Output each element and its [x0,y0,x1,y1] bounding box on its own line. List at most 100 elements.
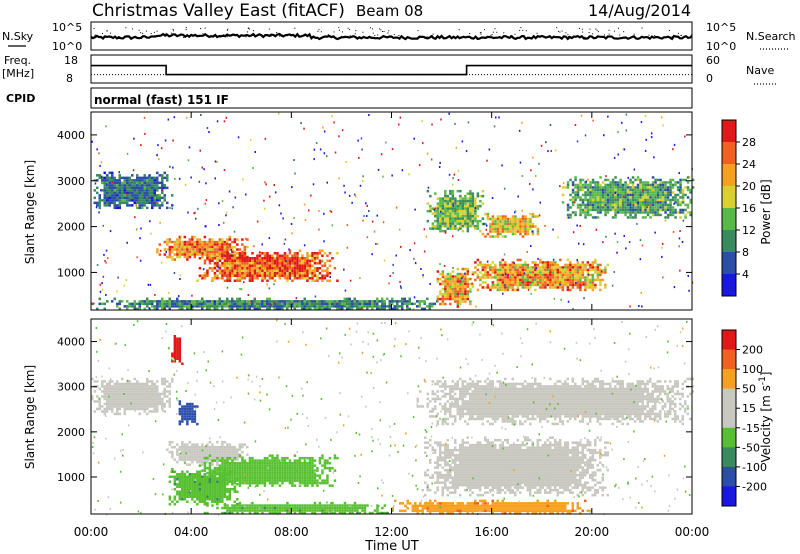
velocity-colorbar-label: Velocity [m s-1] [758,372,773,463]
nsearch-point [327,34,329,36]
nsearch-point [320,31,322,33]
nsearch-point [591,36,593,38]
nsearch-point [432,33,434,35]
x-tick-label: 20:00 [575,525,610,539]
nsearch-point [94,35,96,37]
colorbar-swatch [722,349,736,370]
nsearch-point [354,33,356,35]
nsearch-point [671,36,673,38]
nave-label: Nave [746,64,774,77]
nsearch-point [561,30,563,32]
nsearch-point [623,31,625,33]
nsearch-point [303,34,305,36]
y-tick-label: 3000 [57,175,85,188]
nsearch-point [389,36,391,38]
nsearch-point [443,36,445,38]
nsearch-point [592,33,594,35]
nsearch-point [608,29,610,31]
nsearch-point [145,30,147,32]
nsearch-point [686,35,688,37]
colorbar-swatch [722,408,736,429]
nsearch-point [93,28,95,30]
nsearch-point [680,35,682,37]
nsearch-point [103,35,105,37]
nsearch-point [388,30,390,32]
nsearch-point [510,35,512,37]
nsearch-point [520,27,522,29]
nsearch-point [690,34,692,36]
nsearch-point [249,28,251,30]
nsearch-point [123,36,125,38]
nsearch-point [378,28,380,30]
echo-region [93,171,174,210]
nsearch-point [654,35,656,37]
nsearch-point [204,27,206,29]
echo-region [561,176,695,219]
nsearch-point [614,30,616,32]
power-y-axis: 1000 2000 3000 4000 [57,129,692,279]
nsearch-point [426,36,428,38]
nsearch-point [514,33,516,35]
nsearch-point [377,34,379,36]
nsearch-label: N.Search [746,30,796,43]
nsearch-point [279,35,281,37]
nsearch-point [246,31,248,33]
nsearch-point [245,36,247,38]
nsearch-point [494,28,496,30]
colorbar-swatch [722,164,736,187]
nsearch-point [490,34,492,36]
velocity-panel [91,319,694,516]
nsearch-point [567,34,569,36]
nsearch-point [253,30,255,32]
nsearch-point [565,32,567,34]
date-label: 14/Aug/2014 [588,1,691,20]
nsearch-point [349,29,351,31]
nsearch-point [187,35,189,37]
nsearch-point [604,34,606,36]
nsearch-point [387,32,389,34]
nsearch-tick-bottom: 10^0 [706,40,736,53]
nsearch-point [669,36,671,38]
cpid-value: normal (fast) 151 IF [94,93,229,107]
nsearch-point [185,28,187,30]
nsearch-point [668,30,670,32]
nsearch-point [101,32,103,34]
echo-region [196,249,339,282]
colorbar-tick-label: 50 [742,383,756,396]
freq-tick-top: 18 [64,54,78,67]
nsearch-point [304,33,306,35]
nsearch-point [398,34,400,36]
echo-region [91,297,439,311]
nsearch-point [349,35,351,37]
nsearch-point [185,27,187,29]
nsearch-point [247,27,249,29]
echo-region [421,436,609,497]
nsearch-point [140,32,142,34]
nsearch-point [648,34,650,36]
nsky-tick-bottom: 10^0 [52,40,82,53]
echo-region [426,189,485,233]
y-tick-label: 1000 [57,266,85,279]
x-tick-label: 04:00 [174,525,209,539]
echo-region [391,499,592,515]
nsearch-point [380,36,382,38]
nsearch-point [597,31,599,33]
nsearch-point [480,31,482,33]
nsky-panel-frame [90,21,693,51]
nsky-tick-top: 10^5 [52,21,82,34]
colorbar-swatch [722,186,736,209]
nsearch-point [106,30,108,32]
colorbar-tick-label: 28 [742,136,756,149]
freq-tick-bottom: 8 [66,72,73,85]
nsearch-point [333,31,335,33]
echo-region [471,258,610,292]
colorbar-swatch [722,466,736,487]
colorbar-swatch [722,369,736,390]
colorbar-tick-label: 200 [742,344,763,357]
nsearch-point [226,36,228,38]
colorbar-tick-label: -200 [742,480,767,493]
nsearch-point [223,34,225,36]
y-tick-label: 2000 [57,221,85,234]
cpid-label: CPID [6,92,35,105]
